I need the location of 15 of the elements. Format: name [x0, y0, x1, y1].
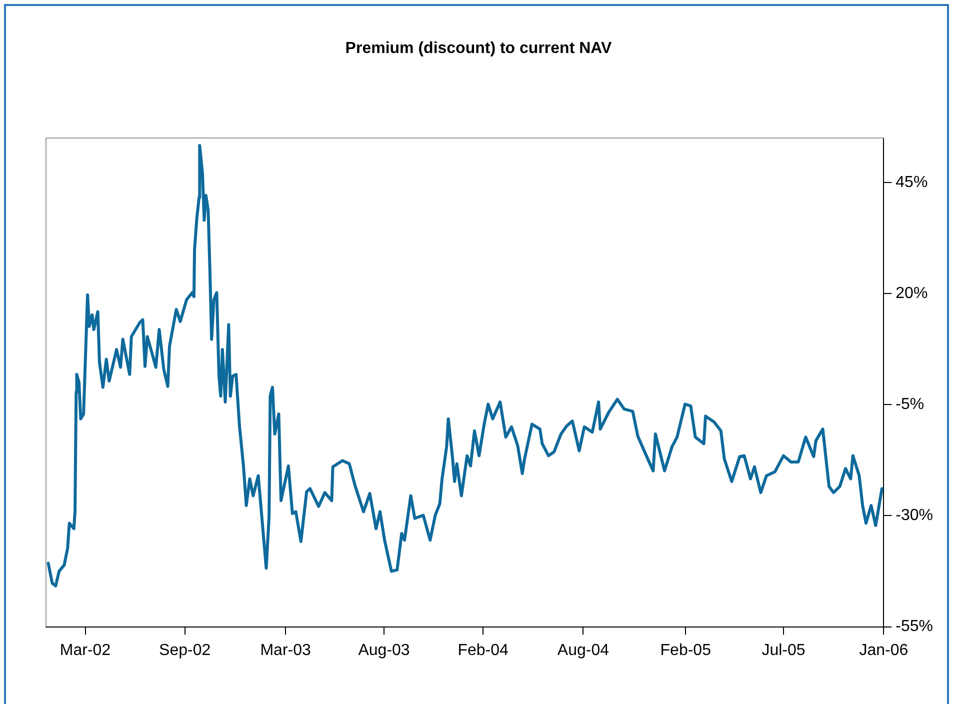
- x-tick-label: Mar-03: [260, 642, 312, 659]
- x-tick-label: Feb-05: [660, 642, 712, 659]
- y-tick-label: 20%: [896, 284, 928, 302]
- x-tick-label: Sep-02: [159, 642, 211, 659]
- x-tick-label: Aug-04: [557, 642, 610, 659]
- y-tick-label: -30%: [896, 507, 934, 524]
- x-tick-label: Jul-05: [762, 642, 806, 659]
- x-tick-label: Feb-04: [458, 642, 508, 659]
- x-tick-label: Jan-06: [859, 642, 908, 659]
- y-tick-label: -5%: [896, 396, 924, 414]
- x-tick-label: Mar-02: [60, 642, 111, 659]
- x-tick-label: Aug-03: [358, 642, 410, 659]
- chart-title: Premium (discount) to current NAV: [344, 40, 613, 58]
- y-tick-label: -55%: [896, 618, 934, 636]
- y-tick-label: 45%: [896, 174, 928, 191]
